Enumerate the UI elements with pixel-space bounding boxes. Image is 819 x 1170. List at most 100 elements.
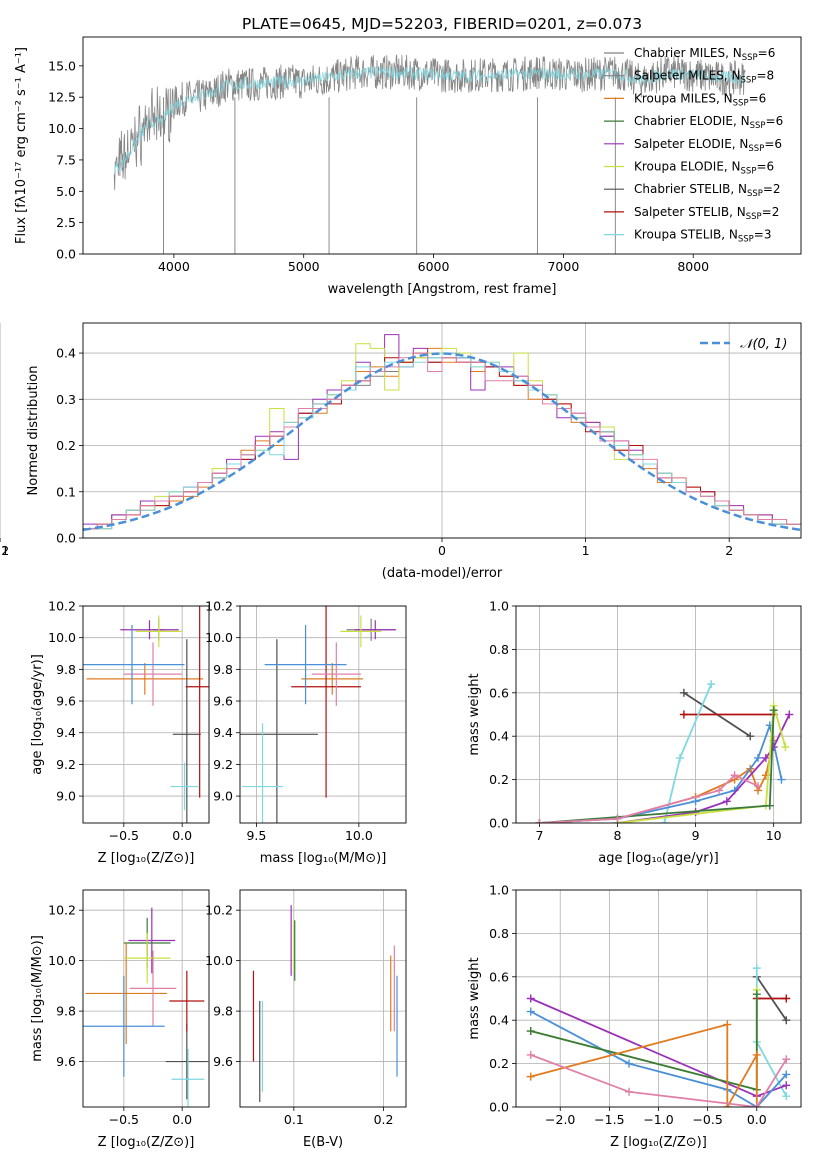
data-point [83,625,185,705]
plot-area [83,907,208,1107]
plot-area [113,54,746,254]
histogram-6 [83,352,801,530]
y-tick-label: 0.3 [56,392,76,407]
y-axis-label: age [log₁₀(age/yr)] [30,654,45,775]
x-tick-label: 7 [535,828,543,843]
y-tick-label: 0.0 [56,247,76,262]
x-axis-label: wavelength [Angstrom, rest frame] [328,282,557,297]
x-tick-label: 0.0 [747,1112,767,1127]
x-axis-label: E(B-V) [303,1135,343,1150]
legend-entry: Kroupa MILES, NSSP=6 [634,91,766,108]
series-line-5 [617,714,791,823]
legend-value: =6 [764,137,782,151]
legend-entry: Salpeter MILES, NSSP=8 [634,69,774,86]
legend-label: Kroupa STELIB, N [634,228,738,242]
y-tick-label: 1.0 [489,599,509,614]
x-tick-label: 10.0 [345,828,373,843]
data-point [170,762,199,811]
data-point [120,620,179,640]
y-tick-label: 10.0 [205,630,233,645]
x-tick-label: 2 [725,543,733,558]
y-tick-label: 2.5 [56,215,76,230]
legend-sub: SSP [746,212,762,222]
series-marker [526,1027,535,1036]
y-tick-label: 10.2 [48,599,76,614]
series-marker [679,710,688,719]
x-tick-label: −0.5 [109,828,139,843]
y-tick-label: 9.2 [213,757,233,772]
y-axis-label: Normed distribution [26,366,41,496]
y-tick-label: 0.2 [56,438,76,453]
x-tick-label: 9 [692,828,700,843]
x-tick-label: −1.0 [643,1112,673,1127]
series-marker [613,814,622,823]
chart-title: PLATE=0645, MJD=52203, FIBERID=0201, z=0… [242,15,642,33]
series-marker [752,1103,761,1107]
y-tick-label: 9.8 [56,1004,76,1019]
axes-frame [515,889,802,1108]
series-marker [782,994,791,1003]
axes-residuals: −2−1 0 1 2 0.0 0.1 0.2 0.3 0.4 (data-model)/error… [0,322,802,581]
series-marker [769,706,778,715]
data-point [340,615,382,648]
y-tick-label: 0.1 [56,484,76,499]
legend-sub: SSP [750,121,766,131]
x-tick-label: −2 [0,543,9,558]
plot-area [240,606,396,823]
y-tick-label: 9.4 [56,725,76,740]
series-marker [782,1070,791,1079]
data-point [264,625,347,705]
y-axis-label: mass weight [467,957,482,1039]
series-marker [765,801,774,810]
plot-area [526,964,791,1107]
legend-sub: SSP [742,53,758,63]
axes-frame [239,889,407,1108]
series-marker [526,1007,535,1016]
legend-label: Chabrier ELODIE, N [634,114,750,128]
y-tick-label: 5.0 [56,184,76,199]
series-marker [625,1087,634,1096]
data-point [354,620,396,640]
y-tick-label: 9.2 [56,757,76,772]
data-point [83,975,165,1077]
series-marker [752,964,761,973]
y-tick-label: 0.8 [489,926,509,941]
y-tick-label: 10.0 [205,953,233,968]
y-tick-label: 10.0 [48,630,76,645]
legend-entry: Kroupa ELODIE, NSSP=6 [634,160,774,177]
x-axis-label: age [log₁₀(age/yr)] [598,851,719,866]
y-tick-label: 0.6 [489,685,509,700]
legend-entry: Chabrier ELODIE, NSSP=6 [634,114,783,131]
legend-value: =2 [763,182,781,196]
x-tick-label: 0.0 [172,1112,192,1127]
legend-sub: SSP [741,167,757,177]
y-tick-label: 1.0 [489,883,509,898]
series-marker [752,1050,761,1059]
y-tick-label: 0.6 [489,969,509,984]
y-axis-label: Flux [fλ10⁻¹⁷ erg cm⁻² s⁻¹ A⁻¹] [14,47,29,244]
series-marker [777,775,786,784]
legend-label: Salpeter ELODIE, N [634,137,748,151]
plot-area [83,334,801,532]
series-marker [746,732,755,741]
x-tick-label: −0.5 [109,1112,139,1127]
series-marker [782,1016,791,1025]
y-tick-label: 0.0 [489,816,509,831]
x-tick-label: 7000 [547,259,579,274]
x-tick-label: −1.5 [594,1112,624,1127]
legend-entry: Kroupa STELIB, NSSP=3 [634,228,772,245]
y-tick-label: 9.8 [213,662,233,677]
series-line-7 [530,1023,758,1107]
series-line-2 [755,968,788,1097]
x-tick-label: 1 [582,543,590,558]
series-line-8 [530,1054,788,1107]
y-tick-label: 12.5 [48,90,76,105]
axes-massweight-vs-Z: −2.0 −1.5 −1.0 −0.5 0.0 0.0 0.2 0.4 0.6 0.8 1.0 Z [… [467,883,802,1150]
y-tick-label: 9.6 [213,694,233,709]
series-line-7 [539,710,775,823]
legend-entry: Chabrier STELIB, NSSP=2 [634,182,781,199]
data-point [86,663,204,695]
legend-value: =6 [749,91,767,105]
y-tick-label: 7.5 [56,152,76,167]
